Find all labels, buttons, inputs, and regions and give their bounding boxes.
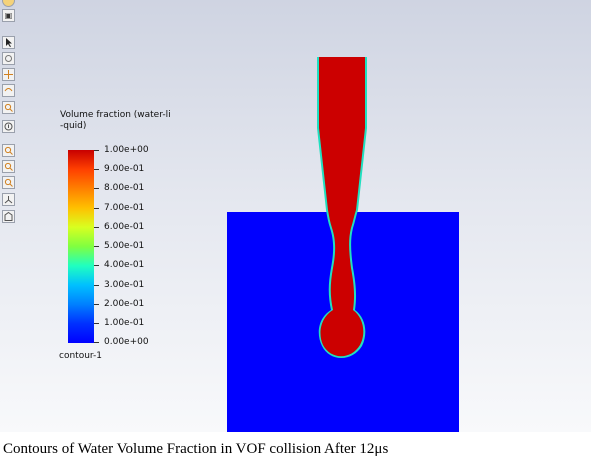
view-icon[interactable]: [2, 210, 15, 223]
tick-mark: [94, 246, 99, 247]
copy-icon[interactable]: ▣: [2, 9, 15, 22]
tick-label: 1.00e-01: [104, 318, 145, 328]
tick-mark: [94, 227, 99, 228]
tick-label: 2.00e-01: [104, 299, 145, 309]
zoom-in-icon[interactable]: [2, 144, 15, 157]
colorbar: [68, 150, 94, 343]
colormap-legend: Volume fraction (water-li -quid) 1.00e+0…: [0, 0, 300, 432]
tick-label: 5.00e-01: [104, 241, 145, 251]
tick-label: 0.00e+00: [104, 337, 149, 347]
pan-icon[interactable]: [2, 68, 15, 81]
tick-label: 4.00e-01: [104, 260, 145, 270]
tick-mark: [94, 208, 99, 209]
pointer-icon[interactable]: [2, 36, 15, 49]
rotate-icon[interactable]: [2, 52, 15, 65]
contour-name: contour-1: [59, 351, 102, 361]
axes-icon[interactable]: [2, 193, 15, 206]
zoom-box-icon[interactable]: [2, 160, 15, 173]
legend-title-line2: -quid): [60, 121, 87, 131]
tick-label: 9.00e-01: [104, 164, 145, 174]
tick-mark: [94, 342, 99, 343]
water-jet: [319, 57, 365, 357]
legend-title-line1: Volume fraction (water-li: [60, 110, 171, 120]
tick-mark: [94, 169, 99, 170]
contour-plot: [227, 57, 459, 432]
tick-label: 3.00e-01: [104, 280, 145, 290]
tick-label: 7.00e-01: [104, 203, 145, 213]
tick-mark: [94, 285, 99, 286]
tick-label: 6.00e-01: [104, 222, 145, 232]
tick-mark: [94, 265, 99, 266]
zoom-out-icon[interactable]: [2, 176, 15, 189]
orbit-icon[interactable]: [2, 84, 15, 97]
figure-caption: Contours of Water Volume Fraction in VOF…: [3, 441, 389, 457]
graphics-viewport[interactable]: ▣: [0, 0, 591, 432]
tick-mark: [94, 323, 99, 324]
tick-mark: [94, 304, 99, 305]
tick-label: 8.00e-01: [104, 183, 145, 193]
zoom-icon[interactable]: [2, 101, 15, 114]
fit-icon[interactable]: [2, 120, 15, 133]
tick-mark: [94, 150, 99, 151]
tick-mark: [94, 188, 99, 189]
tick-label: 1.00e+00: [104, 145, 149, 155]
legend-title: Volume fraction (water-li -quid): [60, 110, 171, 132]
